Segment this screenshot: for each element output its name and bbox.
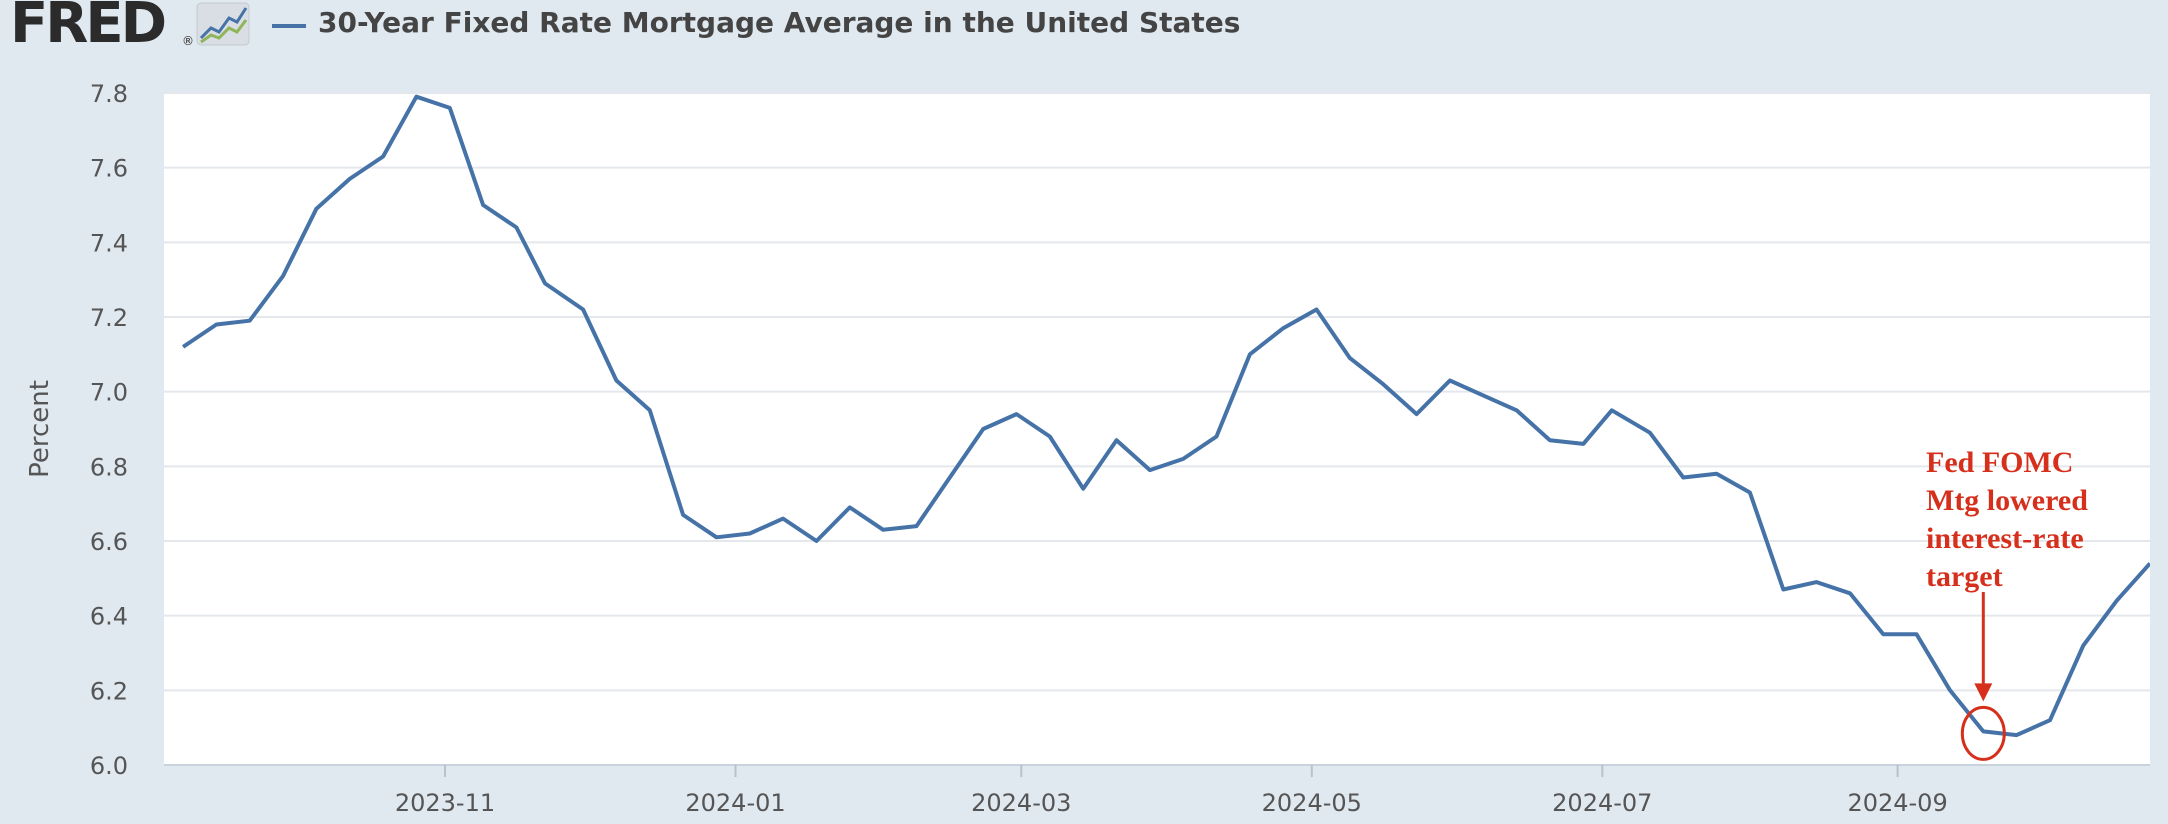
chart-title: 30-Year Fixed Rate Mortgage Average in t… [318, 6, 1241, 39]
x-tick-label: 2024-05 [1262, 789, 1362, 817]
y-tick-label: 7.8 [90, 80, 128, 108]
y-tick-label: 6.0 [90, 752, 128, 780]
legend-swatch [272, 24, 306, 28]
annotation-circle [1960, 705, 2006, 761]
x-tick-label: 2024-09 [1847, 789, 1947, 817]
x-tick-label: 2024-03 [971, 789, 1071, 817]
y-tick-label: 6.8 [90, 453, 128, 481]
registered-mark: ® [182, 34, 194, 48]
annotation-text-line: interest-rate [1926, 522, 2084, 555]
x-tick-label: 2023-11 [395, 789, 495, 817]
annotation-text-line: Fed FOMC [1926, 446, 2073, 479]
y-tick-label: 6.6 [90, 528, 128, 556]
annotation-text-line: target [1926, 560, 2003, 593]
y-tick-label: 7.6 [90, 155, 128, 183]
y-axis-title: Percent [25, 380, 55, 478]
chart-header: FRED ® 30-Year Fixed Rate Mortgage Avera… [0, 0, 2168, 56]
plot-area [164, 93, 2150, 765]
y-tick-label: 6.2 [90, 677, 128, 705]
mini-line-chart-icon[interactable] [196, 2, 250, 46]
y-tick-label: 7.2 [90, 304, 128, 332]
y-tick-label: 7.0 [90, 379, 128, 407]
x-tick-label: 2024-01 [685, 789, 785, 817]
fred-logo[interactable]: FRED [10, 0, 167, 56]
y-tick-label: 6.4 [90, 603, 128, 631]
annotation-text-line: Mtg lowered [1926, 484, 2088, 517]
y-tick-label: 7.4 [90, 229, 128, 257]
annotation-arrowhead [1974, 683, 1993, 702]
x-tick-label: 2024-07 [1552, 789, 1652, 817]
series-line [181, 94, 2150, 738]
